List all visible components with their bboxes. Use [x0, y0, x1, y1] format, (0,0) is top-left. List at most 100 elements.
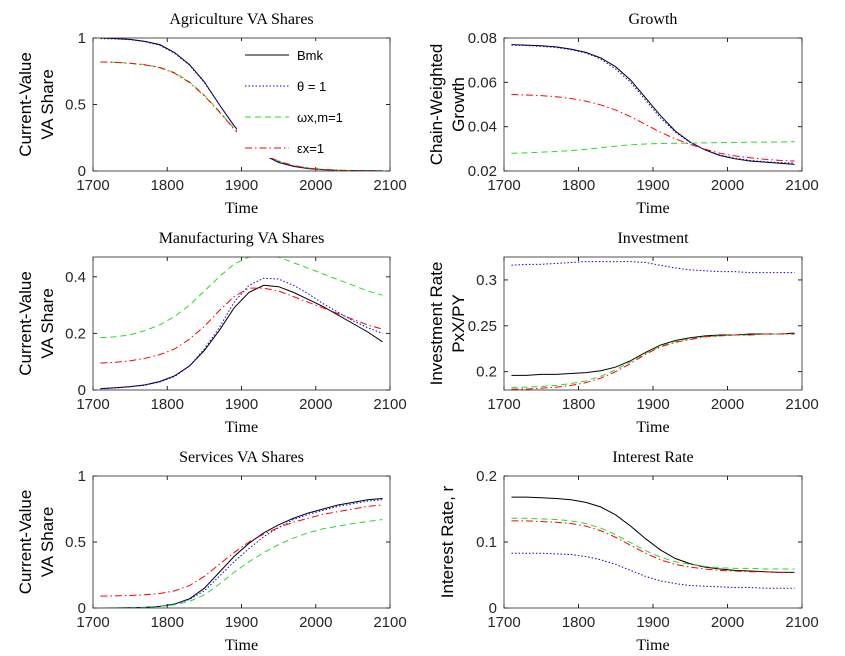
legend-label: ωx,m=1: [297, 110, 343, 125]
axes-box: [503, 37, 803, 172]
series-line: [100, 61, 383, 171]
plot-area: [93, 476, 390, 608]
series-line: [100, 287, 383, 364]
y-tick-label: 0.5: [65, 534, 86, 551]
x-tick-label: 1800: [562, 396, 595, 413]
series-line: [511, 496, 795, 573]
y-axis-label: Current-Value: [16, 271, 35, 376]
axes-box: [92, 37, 391, 172]
y-tick-label: 0.5: [65, 97, 86, 114]
y-tick-label: 0.08: [468, 30, 497, 47]
axes: Services VA Shares Time Current-Value VA Sh…: [16, 449, 407, 654]
series-line: [511, 332, 795, 376]
x-tick-label: 1900: [225, 614, 258, 631]
y-tick-label: 0.02: [468, 163, 497, 180]
x-tick-label: 2100: [785, 396, 818, 413]
y-tick-label: 0: [78, 163, 86, 180]
x-tick-label: 1700: [76, 614, 109, 631]
y-tick-label: 0.2: [65, 325, 86, 342]
series-line: [100, 499, 383, 608]
y-tick-label: 0.2: [476, 468, 497, 485]
series-line: [100, 257, 383, 339]
x-tick-label: 2100: [373, 396, 406, 413]
y-axis-label: Current-Value: [16, 490, 35, 595]
x-axis-label: Time: [636, 200, 669, 217]
y-axis-label: Interest Rate, r: [438, 485, 457, 598]
x-tick-label: 1800: [562, 177, 595, 194]
chart-title: Manufacturing VA Shares: [159, 230, 325, 247]
y-axis-label: VA Share: [38, 288, 57, 359]
series-line: [511, 44, 795, 165]
legend-box: [237, 41, 335, 158]
x-tick-label: 1700: [487, 396, 520, 413]
y-axis-label: VA Share: [38, 69, 57, 140]
axes-box: [503, 256, 803, 391]
legend-label: εx=1: [297, 141, 324, 156]
series-line: [511, 141, 795, 154]
x-tick-label: 1900: [225, 177, 258, 194]
x-tick-label: 2000: [299, 614, 332, 631]
y-tick-label: 0.1: [476, 534, 497, 551]
axes-box: [92, 256, 391, 391]
x-tick-label: 1900: [636, 614, 669, 631]
y-tick-label: 0.4: [65, 269, 86, 286]
x-axis-label: Time: [636, 637, 669, 654]
x-tick-label: 1700: [76, 396, 109, 413]
series-line: [100, 497, 383, 608]
x-tick-label: 1900: [636, 177, 669, 194]
x-tick-label: 2000: [299, 396, 332, 413]
x-tick-label: 2000: [711, 614, 744, 631]
chart-title: Interest Rate: [612, 449, 693, 466]
chart-title: Services VA Shares: [179, 449, 304, 466]
series-line: [100, 519, 383, 608]
y-axis-label: Growth: [449, 77, 468, 132]
y-tick-label: 0.06: [468, 74, 497, 91]
x-tick-label: 1700: [487, 614, 520, 631]
x-tick-label: 1900: [225, 396, 258, 413]
x-axis-label: Time: [225, 419, 258, 436]
y-tick-label: 1: [78, 468, 86, 485]
x-tick-label: 1700: [487, 177, 520, 194]
x-axis-label: Time: [636, 419, 669, 436]
series-line: [511, 333, 795, 390]
y-axis-label: Chain-Weighted: [427, 44, 446, 166]
y-tick-label: 1: [78, 30, 86, 47]
series-line: [100, 504, 383, 597]
x-tick-label: 2100: [785, 177, 818, 194]
axes: Agriculture VA Shares Time Current-Value VA…: [16, 11, 407, 217]
y-tick-label: 0: [78, 600, 86, 617]
x-tick-label: 1700: [76, 177, 109, 194]
plot-area: [504, 38, 802, 171]
series-line: [100, 277, 383, 390]
y-tick-label: 0: [78, 382, 86, 399]
y-tick-label: 0: [489, 600, 497, 617]
y-axis-label: Investment Rate: [427, 262, 446, 386]
x-tick-label: 2000: [711, 177, 744, 194]
series-line: [511, 94, 795, 162]
plot-area: [93, 257, 390, 390]
x-tick-label: 1800: [151, 177, 184, 194]
axes-box: [92, 475, 391, 609]
axes: Interest Rate Time Interest Rate, r 1700 180…: [438, 449, 819, 654]
legend: Bmk θ = 1 ωx,m=1 εx=1: [237, 41, 343, 158]
chart-title: Investment: [617, 230, 689, 247]
x-tick-label: 1800: [151, 614, 184, 631]
chart-title: Agriculture VA Shares: [169, 11, 313, 28]
chart-title: Growth: [629, 11, 678, 28]
series-line: [511, 333, 795, 388]
x-tick-label: 2100: [373, 177, 406, 194]
y-tick-label: 0.2: [476, 364, 497, 381]
x-tick-label: 1900: [636, 396, 669, 413]
x-tick-label: 1800: [562, 614, 595, 631]
x-tick-label: 2000: [299, 177, 332, 194]
series-line: [511, 520, 795, 573]
plot-area: [504, 476, 802, 608]
axes-box: [503, 475, 803, 609]
y-tick-label: 0.04: [468, 119, 497, 136]
y-axis-label: VA Share: [38, 507, 57, 578]
x-axis-label: Time: [225, 200, 258, 217]
y-axis-label: PxX/PY: [449, 294, 468, 353]
